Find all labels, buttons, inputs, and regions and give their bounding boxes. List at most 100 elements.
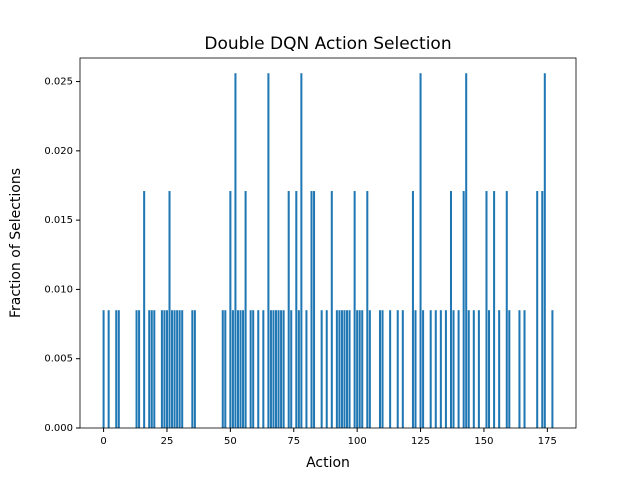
bar [305,310,308,428]
bar [176,310,179,428]
y-tick-label: 0.010 [44,284,73,295]
bar [551,310,554,428]
bar [477,310,480,428]
bar [257,310,260,428]
bar [269,310,272,428]
y-tick-label: 0.000 [44,423,73,434]
bar [313,191,316,428]
bar [338,310,341,428]
bar [411,191,414,428]
bar [160,310,163,428]
x-tick-label: 125 [411,436,430,447]
bar [378,310,381,428]
bar [434,310,437,428]
bar [272,310,275,428]
bar [236,310,239,428]
bar [396,310,399,428]
bar [239,310,242,428]
bar [102,310,105,428]
x-tick-label: 150 [474,436,493,447]
bar [224,310,227,428]
bar [452,310,455,428]
bar [153,310,156,428]
bar [310,191,313,428]
x-tick-label: 25 [161,436,174,447]
bar [143,191,146,428]
y-tick-label: 0.020 [44,146,73,157]
bar [330,191,333,428]
y-tick-label: 0.015 [44,215,73,226]
bar [181,310,184,428]
bar [300,73,303,429]
bar [138,310,141,428]
bar [536,191,539,428]
bar [505,191,508,428]
bar [117,310,120,428]
bar [543,73,546,429]
bar [229,191,232,428]
bar [346,310,349,428]
bar [401,310,404,428]
bar [297,310,300,428]
bar [488,310,491,428]
bar [449,191,452,428]
bar [252,310,255,428]
bar [439,310,442,428]
bar [414,310,417,428]
y-tick-label: 0.025 [44,77,73,88]
bar [168,191,171,428]
bar [419,73,422,429]
bar [135,310,138,428]
bar [335,310,338,428]
bar [467,310,470,428]
bar [267,73,270,429]
bar [356,310,359,428]
bar [422,310,425,428]
x-tick-label: 100 [348,436,367,447]
bar [353,191,356,428]
bar [457,310,460,428]
bar [518,310,521,428]
bar [295,191,298,428]
bar [193,310,196,428]
bar [498,310,501,428]
bar [429,310,432,428]
bar [249,310,252,428]
bar [366,191,369,428]
bar [368,310,371,428]
bar [290,310,293,428]
x-tick-label: 75 [287,436,300,447]
bar [173,310,176,428]
bar [275,310,278,428]
bar [340,310,343,428]
bar [472,310,475,428]
x-tick-label: 50 [224,436,237,447]
chart-title: Double DQN Action Selection [204,34,451,54]
bar [389,310,392,428]
bar [231,310,234,428]
plot-frame [79,57,577,429]
bar [171,310,174,428]
bar [462,191,465,428]
bar [165,310,168,428]
bar [343,310,346,428]
bar [508,310,511,428]
bar [485,191,488,428]
bar [148,310,151,428]
bar [320,310,323,428]
bar [444,310,447,428]
y-tick-label: 0.005 [44,354,73,365]
bar [381,310,384,428]
bar [242,310,245,428]
bar [221,310,224,428]
bar [262,310,265,428]
bar [244,191,247,428]
bar [163,310,166,428]
x-axis-label: Action [306,455,350,471]
bar [465,73,468,429]
bar [277,310,280,428]
bar [107,310,110,428]
bar [523,310,526,428]
bar [150,310,153,428]
